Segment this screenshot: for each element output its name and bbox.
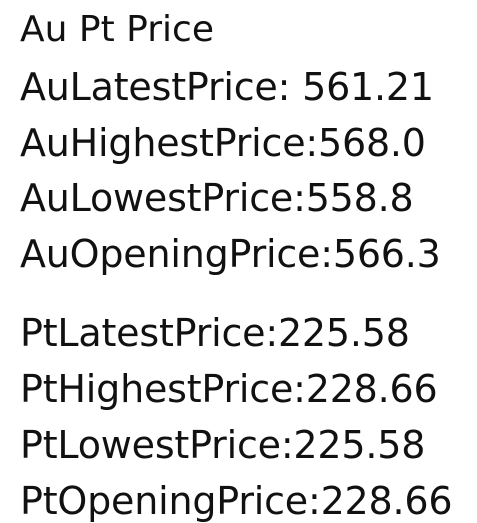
page-title: Au Pt Price: [20, 9, 214, 50]
pt-latest-price: PtLatestPrice:225.58: [20, 311, 410, 355]
pt-lowest-price: PtLowestPrice:225.58: [20, 423, 426, 467]
pt-opening-price: PtOpeningPrice:228.66: [20, 479, 453, 523]
pt-highest-price: PtHighestPrice:228.66: [20, 367, 438, 411]
au-highest-price: AuHighestPrice:568.0: [20, 121, 426, 165]
au-latest-price: AuLatestPrice: 561.21: [20, 65, 434, 109]
au-lowest-price: AuLowestPrice:558.8: [20, 176, 414, 220]
au-opening-price: AuOpeningPrice:566.3: [20, 232, 441, 276]
